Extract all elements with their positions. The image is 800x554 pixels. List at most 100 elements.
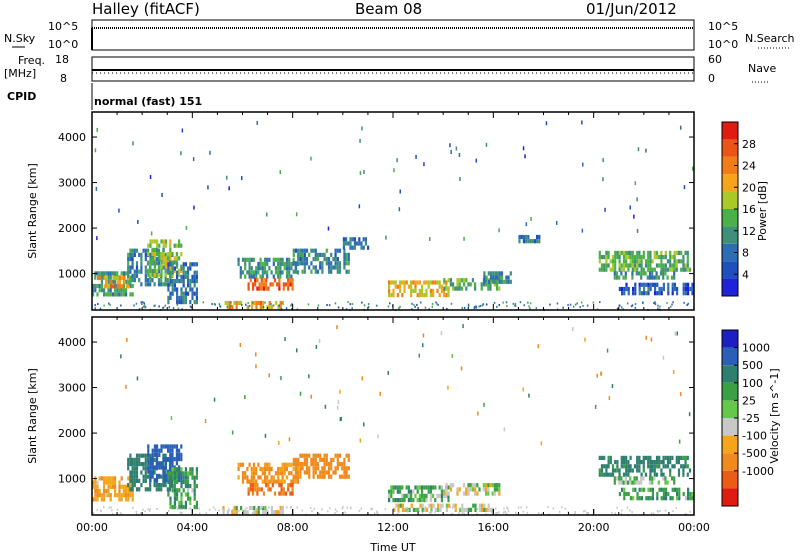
- range-gate-cell: [156, 473, 159, 478]
- range-gate-cell: [180, 471, 183, 476]
- range-gate-cell: [147, 465, 150, 470]
- range-gate-cell: [432, 288, 435, 293]
- range-gate-cell: [471, 278, 474, 283]
- range-gate-cell: [175, 256, 178, 261]
- range-gate-cell: [465, 286, 468, 291]
- near-range-echo: [584, 509, 586, 512]
- scatter-echo: [459, 177, 461, 181]
- range-gate-cell: [673, 476, 676, 481]
- near-range-echo: [251, 512, 254, 515]
- range-gate-cell: [290, 462, 293, 467]
- range-gate-cell: [103, 284, 106, 289]
- near-range-echo: [190, 306, 193, 309]
- range-gate-cell: [256, 286, 259, 291]
- range-gate-cell: [673, 464, 676, 469]
- range-gate-cell: [605, 263, 608, 268]
- near-range-echo: [505, 512, 508, 515]
- range-gate-cell: [180, 243, 183, 248]
- range-gate-cell: [676, 487, 679, 492]
- range-gate-cell: [500, 271, 504, 276]
- range-gate-cell: [98, 493, 101, 498]
- near-range-echo: [311, 510, 313, 513]
- near-range-echo: [351, 303, 354, 305]
- range-gate-cell: [193, 475, 196, 480]
- freq-label: Freq.: [18, 54, 45, 67]
- range-gate-cell: [158, 256, 161, 261]
- near-range-echo: [321, 508, 323, 511]
- range-gate-cell: [138, 252, 141, 257]
- range-gate-cell: [156, 252, 159, 257]
- near-range-echo: [440, 508, 442, 511]
- range-gate-cell: [252, 274, 256, 279]
- scatter-echo: [324, 404, 327, 409]
- range-gate-cell: [299, 470, 302, 475]
- range-gate-cell: [643, 291, 646, 296]
- range-gate-cell: [111, 271, 114, 276]
- range-gate-cell: [301, 453, 304, 458]
- range-gate-cell: [114, 288, 117, 293]
- scatter-echo: [596, 373, 598, 378]
- nsearch-label: N.Search: [745, 32, 795, 45]
- range-gate-cell: [291, 278, 294, 283]
- range-gate-cell: [109, 476, 112, 481]
- scatter-echo: [363, 422, 365, 427]
- near-range-echo: [246, 507, 248, 510]
- range-gate-cell: [522, 239, 525, 244]
- range-gate-cell: [289, 491, 292, 496]
- range-gate-cell: [195, 505, 198, 510]
- near-range-echo: [189, 507, 192, 510]
- range-gate-cell: [489, 271, 493, 276]
- range-gate-cell: [167, 448, 170, 453]
- range-gate-cell: [153, 252, 156, 257]
- scatter-echo: [296, 348, 298, 353]
- velocity-colorbar-swatch: [722, 418, 738, 436]
- range-gate-cell: [456, 286, 459, 291]
- range-gate-cell: [149, 260, 152, 265]
- near-range-echo: [334, 508, 337, 511]
- range-gate-cell: [173, 457, 176, 462]
- range-gate-cell: [427, 485, 430, 490]
- near-range-echo: [370, 508, 372, 511]
- range-gate-cell: [440, 498, 443, 503]
- scatter-echo: [528, 393, 530, 398]
- range-gate-cell: [153, 239, 156, 244]
- range-gate-cell: [189, 300, 192, 305]
- range-gate-cell: [189, 500, 192, 505]
- range-gate-cell: [447, 278, 450, 283]
- near-range-echo: [476, 512, 478, 515]
- range-gate-cell: [427, 284, 430, 289]
- range-gate-cell: [260, 487, 263, 492]
- range-gate-cell: [178, 239, 181, 244]
- range-gate-cell: [109, 292, 112, 297]
- scatter-echo: [611, 384, 614, 389]
- range-gate-cell: [642, 267, 645, 272]
- range-gate-cell: [180, 266, 183, 271]
- range-gate-cell: [671, 487, 674, 492]
- range-gate-cell: [241, 270, 245, 275]
- range-gate-cell: [660, 487, 663, 492]
- range-gate-cell: [485, 483, 488, 488]
- near-range-echo: [238, 509, 240, 512]
- range-gate-cell: [598, 472, 601, 477]
- range-gate-cell: [195, 484, 198, 489]
- range-gate-cell: [653, 472, 656, 477]
- range-gate-cell: [421, 498, 424, 503]
- range-gate-cell: [294, 474, 298, 479]
- range-gate-cell: [648, 271, 652, 276]
- range-gate-cell: [688, 267, 692, 272]
- range-gate-cell: [445, 507, 448, 512]
- range-gate-cell: [323, 252, 326, 257]
- range-gate-cell: [347, 257, 350, 262]
- range-gate-cell: [410, 493, 413, 498]
- range-gate-cell: [347, 466, 350, 471]
- range-gate-cell: [288, 270, 291, 275]
- range-gate-cell: [607, 263, 610, 268]
- range-gate-cell: [250, 274, 253, 279]
- range-gate-cell: [279, 257, 282, 262]
- power-colorbar-swatch: [722, 261, 738, 279]
- near-range-echo: [574, 513, 576, 516]
- range-gate-cell: [272, 257, 275, 262]
- range-gate-cell: [109, 484, 112, 489]
- near-range-echo: [371, 507, 373, 510]
- range-gate-cell: [334, 248, 337, 253]
